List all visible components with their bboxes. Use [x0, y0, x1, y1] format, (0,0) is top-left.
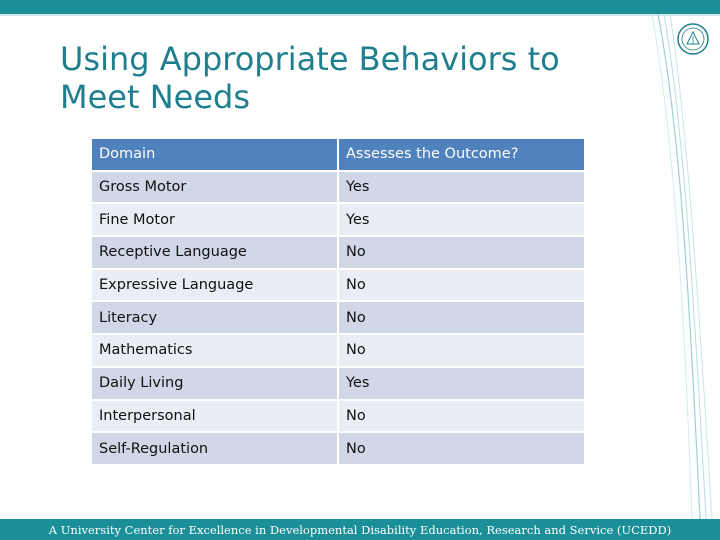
table-row: Fine Motor Yes	[90, 202, 586, 238]
top-accent-bar	[0, 0, 720, 14]
table-row: Mathematics No	[90, 333, 586, 368]
domain-cell: Fine Motor	[90, 202, 339, 238]
domain-cell: Interpersonal	[90, 398, 339, 434]
footer-bar: A University Center for Excellence in De…	[0, 519, 720, 540]
outcome-cell: No	[337, 300, 586, 336]
domain-cell: Self-Regulation	[90, 431, 339, 466]
outcome-cell: No	[337, 267, 586, 303]
decorative-swoosh-lines	[651, 13, 713, 520]
header-assesses-outcome: Assesses the Outcome?	[337, 137, 586, 172]
outcome-cell: No	[337, 235, 586, 270]
university-seal-icon	[677, 23, 709, 55]
outcome-cell: Yes	[337, 365, 586, 401]
table-row: Gross Motor Yes	[90, 169, 586, 205]
header-domain: Domain	[90, 137, 339, 172]
table-header-row: Domain Assesses the Outcome?	[90, 137, 586, 172]
outcome-cell: No	[337, 398, 586, 434]
outcome-cell: Yes	[337, 169, 586, 205]
table-row: Daily Living Yes	[90, 365, 586, 401]
domain-cell: Expressive Language	[90, 267, 339, 303]
table-row: Interpersonal No	[90, 398, 586, 434]
outcome-cell: Yes	[337, 202, 586, 238]
table-row: Self-Regulation No	[90, 431, 586, 466]
top-accent-stripe	[0, 14, 720, 16]
domain-table: Domain Assesses the Outcome? Gross Motor…	[90, 137, 586, 466]
domain-cell: Literacy	[90, 300, 339, 336]
domain-cell: Gross Motor	[90, 169, 339, 205]
footer-text: A University Center for Excellence in De…	[48, 522, 672, 537]
outcome-cell: No	[337, 333, 586, 368]
table-row: Literacy No	[90, 300, 586, 336]
table-row: Expressive Language No	[90, 267, 586, 303]
table-row: Receptive Language No	[90, 235, 586, 270]
domain-cell: Receptive Language	[90, 235, 339, 270]
slide-title: Using Appropriate Behaviors to Meet Need…	[60, 40, 560, 116]
domain-cell: Daily Living	[90, 365, 339, 401]
domain-cell: Mathematics	[90, 333, 339, 368]
outcome-cell: No	[337, 431, 586, 466]
